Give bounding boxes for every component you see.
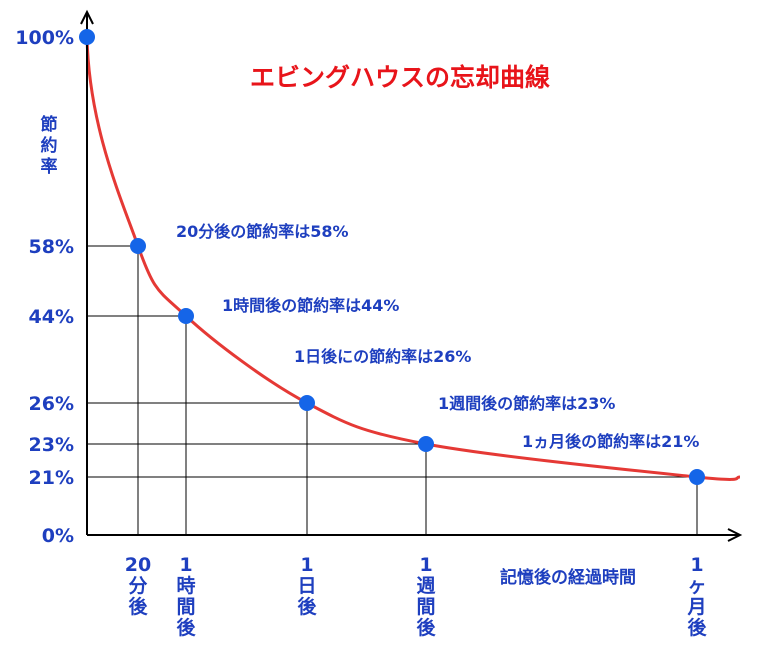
y-tick-label: 23% [29, 434, 74, 456]
data-point-marker [418, 436, 434, 452]
x-tick-label-line: ヶ [687, 575, 706, 597]
data-point-marker [178, 308, 194, 324]
x-axis-label: 記憶後の経過時間 [500, 567, 636, 588]
point-annotation: 1週間後の節約率は23% [438, 394, 615, 413]
y-tick-label: 100% [15, 27, 74, 49]
point-annotation: 1時間後の節約率は44% [222, 296, 399, 315]
x-tick-label: 1時間後 [176, 554, 196, 639]
point-annotation: 20分後の節約率は58% [176, 222, 349, 241]
x-tick-label-line: 1 [419, 554, 432, 576]
annotations: 20分後の節約率は58% 1時間後の節約率は44% 1日後にの節約率は26% 1週間後… [176, 222, 699, 451]
x-axis-arrow [727, 528, 743, 542]
point-annotation: 1ヵ月後の節約率は21% [522, 432, 699, 451]
guide-lines [87, 245, 698, 535]
y-tick-label: 21% [29, 467, 74, 489]
chart-title: エビングハウスの忘却曲線 [250, 63, 550, 92]
data-point-marker [299, 395, 315, 411]
x-tick-label-line: 後 [128, 595, 148, 618]
y-axis-label-char: 率 [41, 156, 58, 177]
forgetting-curve-line [85, 36, 741, 481]
y-axis-label-char: 約 [41, 135, 58, 156]
x-tick-label-line: 後 [297, 595, 317, 618]
data-point-marker [79, 29, 95, 45]
point-annotation: 1日後にの節約率は26% [294, 347, 471, 366]
y-tick-labels: 0% 21% 23% 26% 44% 58% 100% [15, 27, 74, 547]
x-tick-label: 1週間後 [416, 554, 436, 639]
x-tick-label-line: 分 [128, 575, 147, 597]
y-axis-label: 節約率 [40, 114, 58, 177]
data-markers [79, 29, 705, 485]
x-tick-label-line: 後 [176, 616, 196, 639]
x-tick-label-line: 20 [125, 554, 151, 576]
x-tick-label-line: 後 [687, 616, 707, 639]
y-tick-label: 0% [42, 525, 74, 547]
x-tick-label-line: 間 [416, 596, 435, 618]
x-tick-label: 20分後 [125, 554, 151, 618]
x-tick-label: 1日後 [297, 554, 317, 618]
x-tick-label-line: 後 [416, 616, 436, 639]
x-tick-label-line: 時 [176, 575, 195, 597]
y-tick-label: 58% [29, 236, 74, 258]
x-tick-label-line: 間 [176, 596, 195, 618]
x-tick-label-line: 1 [300, 554, 313, 576]
data-point-marker [689, 469, 705, 485]
y-tick-label: 44% [29, 306, 74, 328]
x-tick-label-line: 1 [179, 554, 192, 576]
y-tick-label: 26% [29, 393, 74, 415]
x-tick-label-line: 1 [690, 554, 703, 576]
x-tick-label-line: 週 [416, 575, 435, 597]
y-axis-label-char: 節 [40, 114, 58, 135]
x-tick-label-line: 日 [297, 575, 316, 597]
axes [80, 9, 743, 542]
x-tick-label-line: 月 [686, 596, 706, 618]
data-point-marker [130, 238, 146, 254]
y-axis-arrow [80, 9, 94, 25]
